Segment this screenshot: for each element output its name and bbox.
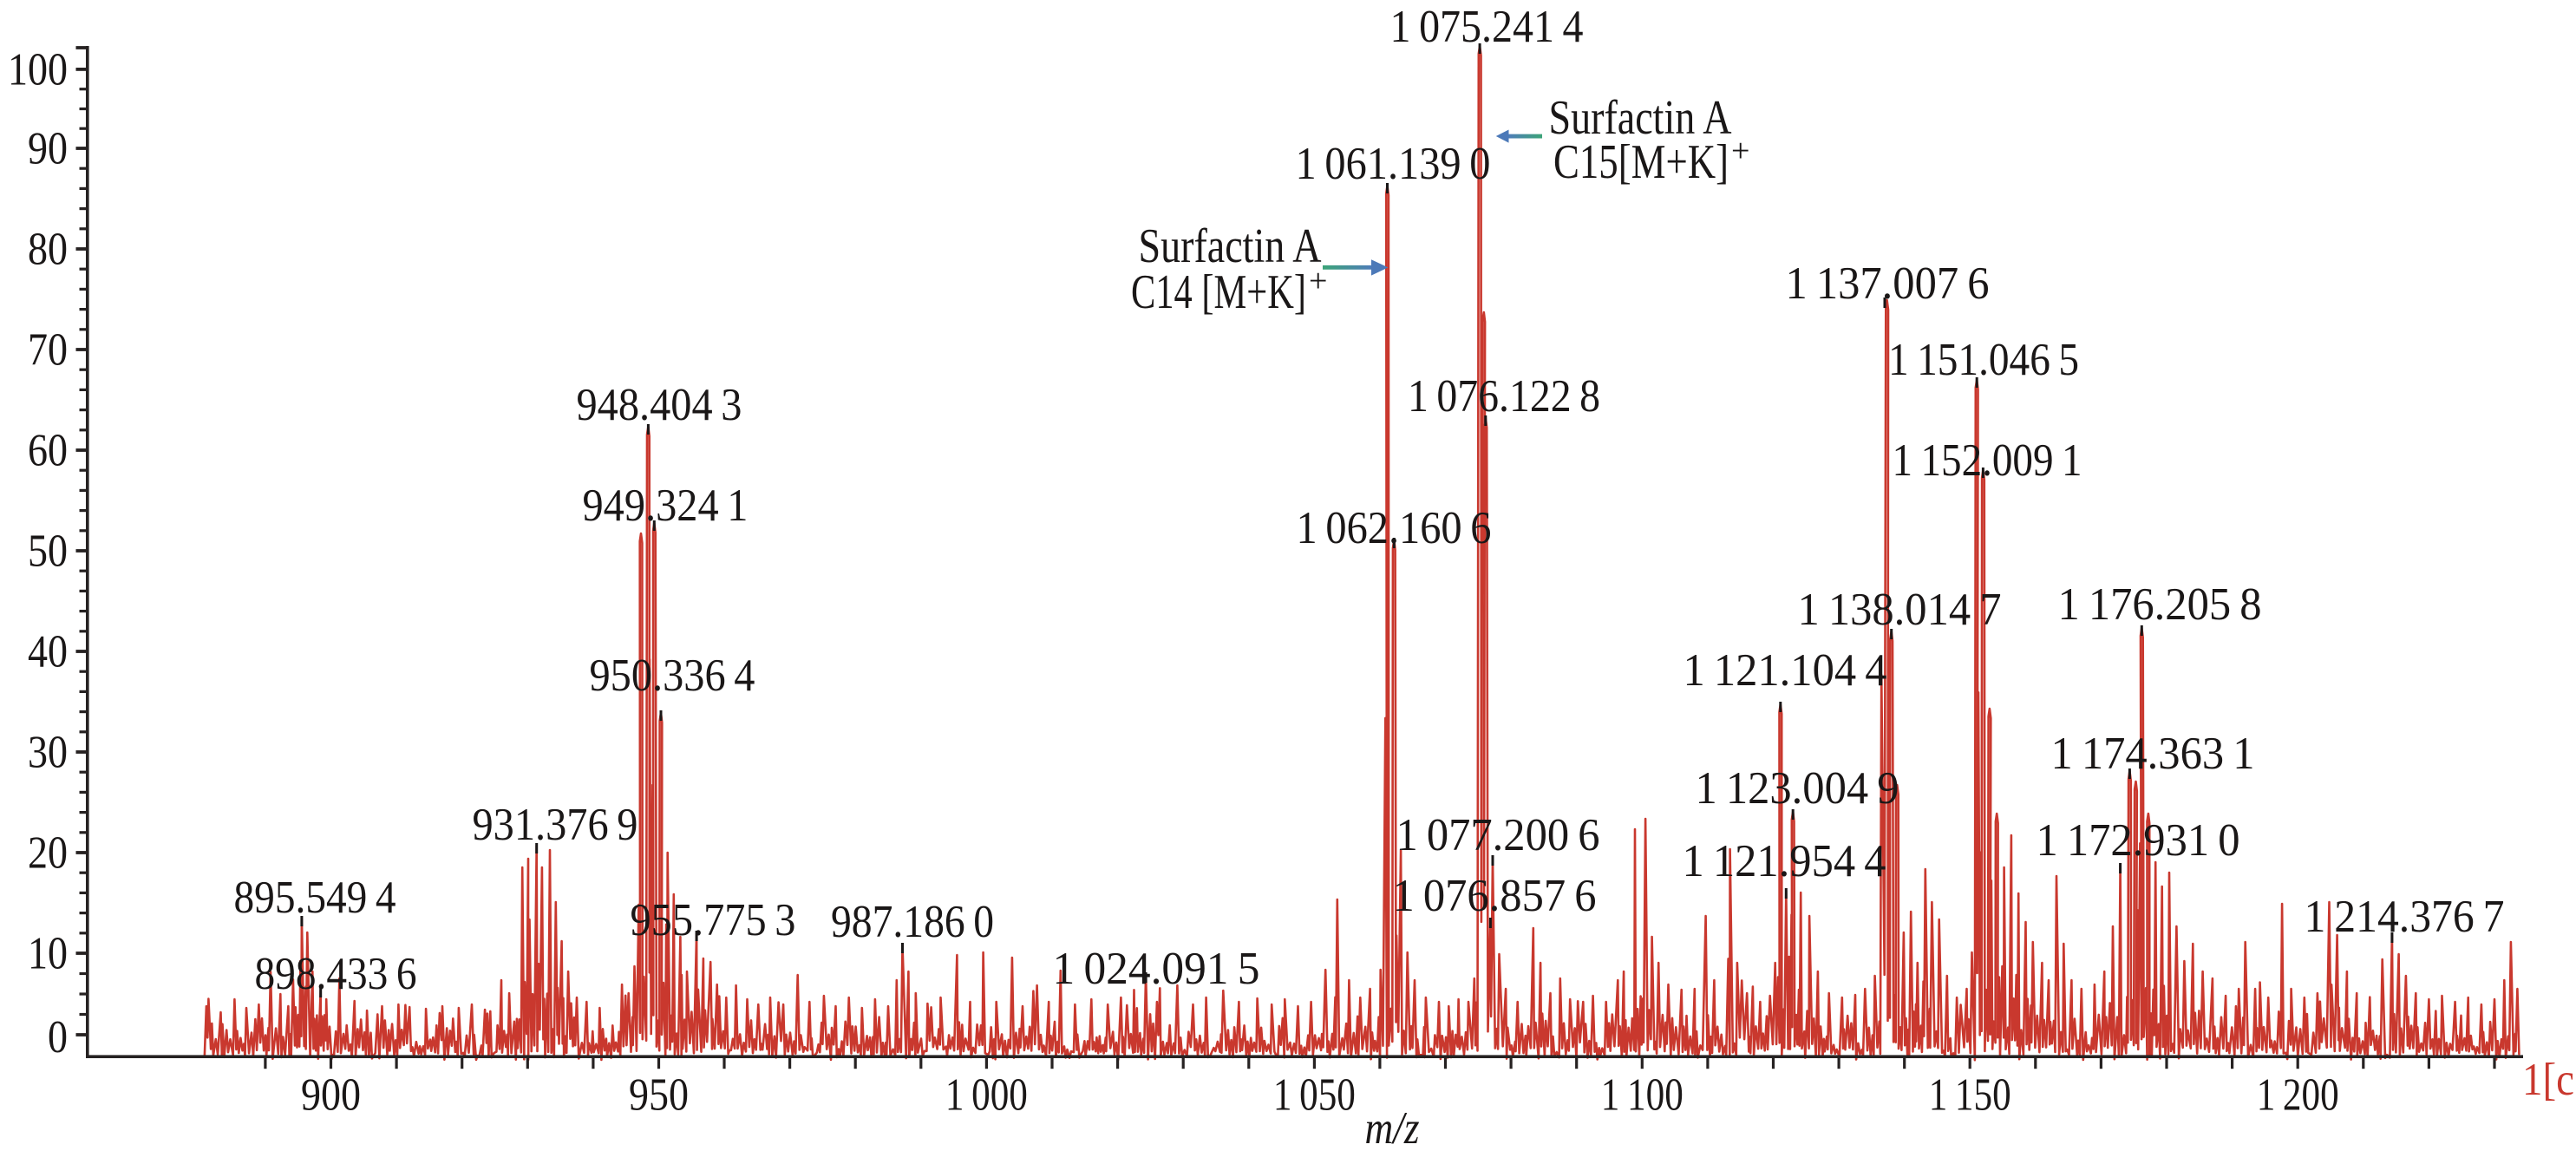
svg-text:40: 40 [28, 627, 68, 677]
svg-text:1 061.139 0: 1 061.139 0 [1296, 139, 1491, 189]
svg-text:Surfactin A: Surfactin A [1139, 219, 1322, 273]
svg-text:Surfactin A: Surfactin A [1549, 91, 1732, 145]
svg-text:1 123.004 9: 1 123.004 9 [1696, 763, 1899, 814]
svg-text:1 075.241 4: 1 075.241 4 [1390, 2, 1584, 52]
svg-text:30: 30 [28, 728, 68, 778]
svg-text:1 137.007 6: 1 137.007 6 [1786, 258, 1990, 309]
svg-text:1 138.014 7: 1 138.014 7 [1798, 585, 2002, 635]
svg-text:1 152.009 1: 1 152.009 1 [1893, 435, 2082, 486]
svg-text:+: + [1731, 133, 1749, 169]
svg-text:70: 70 [28, 325, 68, 376]
svg-text:1 076.122 8: 1 076.122 8 [1408, 371, 1600, 422]
svg-text:1[c: 1[c [2522, 1055, 2574, 1105]
svg-text:80: 80 [28, 225, 68, 275]
svg-text:950.336 4: 950.336 4 [590, 651, 755, 701]
svg-text:10: 10 [28, 929, 68, 979]
svg-text:1 024.091 5: 1 024.091 5 [1053, 944, 1260, 994]
svg-text:C14 [M+K]: C14 [M+K] [1131, 265, 1306, 319]
svg-text:895.549 4: 895.549 4 [234, 873, 396, 923]
svg-text:931.376 9: 931.376 9 [473, 800, 638, 850]
svg-text:1 100: 1 100 [1601, 1070, 1684, 1121]
svg-text:1 150: 1 150 [1929, 1070, 2011, 1121]
svg-text:1 200: 1 200 [2257, 1070, 2339, 1121]
svg-text:20: 20 [28, 828, 68, 879]
svg-text:0: 0 [48, 1012, 68, 1063]
svg-text:50: 50 [28, 526, 68, 577]
svg-text:898.433 6: 898.433 6 [255, 949, 417, 999]
svg-text:987.186 0: 987.186 0 [831, 897, 994, 947]
svg-text:1 077.200 6: 1 077.200 6 [1396, 810, 1600, 860]
svg-text:m/z: m/z [1365, 1103, 1420, 1154]
svg-text:90: 90 [28, 124, 68, 174]
svg-text:60: 60 [28, 426, 68, 476]
svg-text:+: + [1309, 263, 1327, 299]
svg-text:948.404 3: 948.404 3 [577, 380, 742, 430]
svg-text:1 174.363 1: 1 174.363 1 [2051, 729, 2255, 779]
svg-text:1 062.160 6: 1 062.160 6 [1297, 503, 1492, 553]
svg-text:1 214.376 7: 1 214.376 7 [2305, 892, 2505, 942]
svg-text:900: 900 [301, 1070, 361, 1121]
svg-text:1 050: 1 050 [1273, 1070, 1356, 1121]
svg-text:1 151.046 5: 1 151.046 5 [1888, 335, 2079, 385]
svg-text:1 172.931 0: 1 172.931 0 [2037, 815, 2240, 866]
svg-text:1 121.104 4: 1 121.104 4 [1684, 645, 1887, 696]
svg-text:950: 950 [629, 1070, 689, 1121]
svg-text:1 000: 1 000 [945, 1070, 1028, 1121]
svg-text:1 121.954 4: 1 121.954 4 [1683, 836, 1886, 886]
svg-text:1 176.205 8: 1 176.205 8 [2058, 579, 2262, 630]
svg-text:C15[M+K]: C15[M+K] [1553, 135, 1729, 189]
svg-text:955.775 3: 955.775 3 [631, 895, 796, 945]
svg-text:100: 100 [8, 44, 68, 95]
svg-text:949.324 1: 949.324 1 [583, 481, 749, 531]
svg-text:1 076.857 6: 1 076.857 6 [1393, 871, 1597, 921]
